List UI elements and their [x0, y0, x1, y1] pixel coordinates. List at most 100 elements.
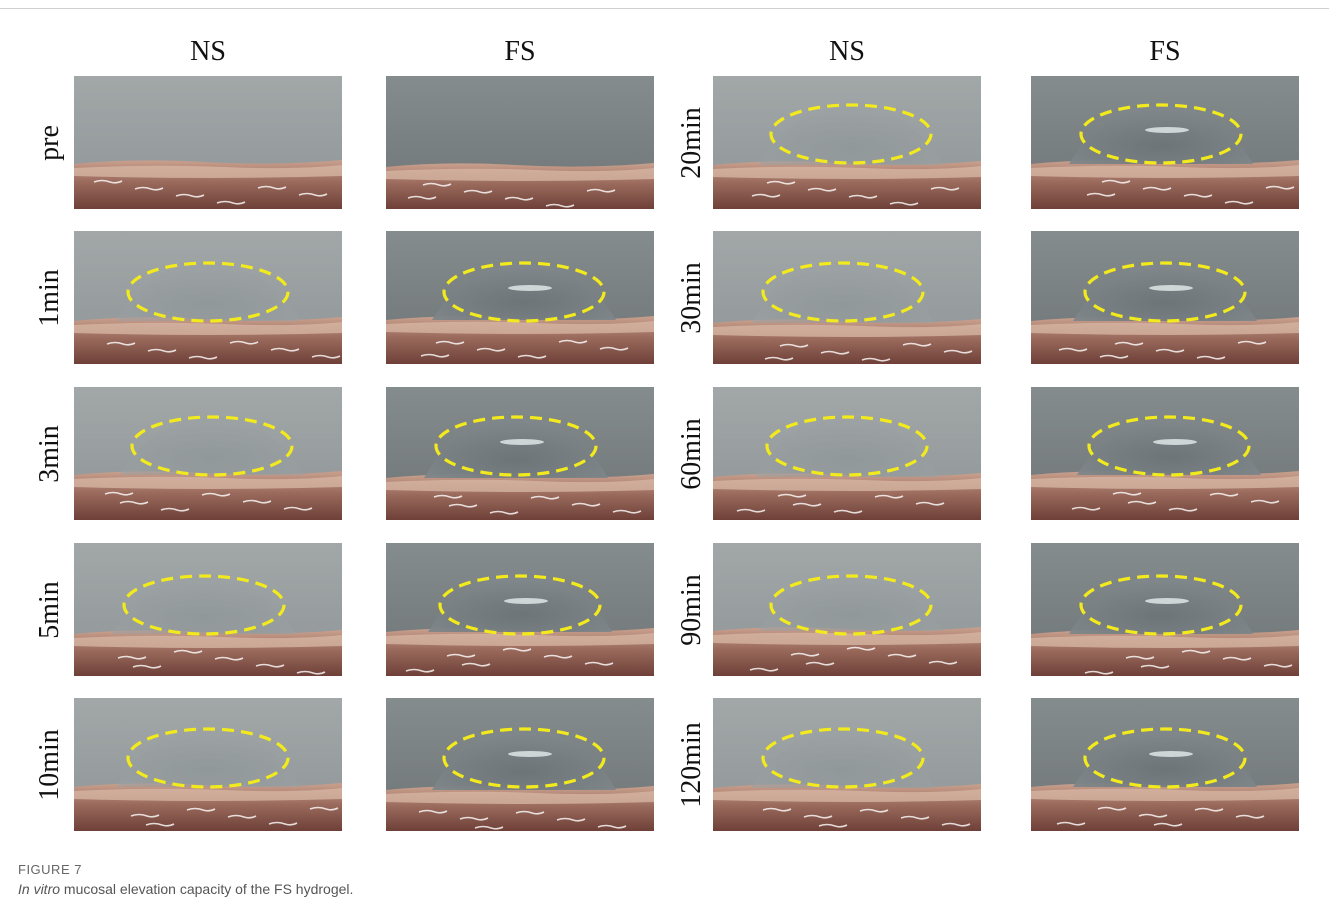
row-label-text: 90min: [676, 573, 707, 646]
dashed-ellipse-marker: [442, 727, 606, 789]
gloss-highlight: [435, 340, 465, 345]
elevated-dome: [116, 728, 300, 787]
photo-image: [74, 76, 342, 209]
mucosa-layer: [1031, 788, 1299, 801]
gloss-highlight: [874, 494, 904, 499]
gloss-highlight: [311, 354, 341, 359]
dome-shine: [1145, 127, 1189, 133]
gloss-highlight: [1071, 506, 1101, 511]
gloss-highlight: [255, 663, 285, 668]
photo-panel: [74, 387, 342, 520]
gloss-highlight: [558, 339, 588, 344]
photo-image: [386, 543, 654, 676]
dashed-ellipse-marker: [769, 574, 933, 636]
photo-image: [74, 698, 342, 831]
dome-shine: [1149, 751, 1193, 757]
mucosa-layer: [1031, 476, 1299, 489]
dashed-ellipse-marker: [1079, 103, 1243, 165]
column-header-fs-left: FS: [504, 36, 536, 67]
gloss-highlight: [1222, 656, 1252, 661]
mucosa-layer: [713, 166, 981, 179]
gloss-highlight: [214, 656, 244, 661]
photo-panel: [1031, 76, 1299, 209]
photo-panel: [713, 76, 981, 209]
gloss-highlight: [448, 503, 478, 508]
gloss-highlight: [833, 509, 863, 514]
mucosa-layer: [1031, 635, 1299, 648]
dashed-ellipse-marker: [438, 574, 602, 636]
gloss-highlight: [943, 349, 973, 354]
gloss-highlight: [861, 357, 891, 362]
gloss-highlight: [1209, 492, 1239, 497]
gloss-highlight: [459, 816, 489, 821]
gloss-highlight: [1086, 192, 1116, 197]
row-label-text: pre: [33, 124, 65, 161]
gloss-highlight: [1183, 193, 1213, 198]
gloss-highlight: [803, 814, 833, 819]
gloss-highlight: [93, 179, 123, 184]
caption-text: In vitro mucosal elevation capacity of t…: [18, 881, 353, 897]
photo-image: [1031, 231, 1299, 364]
gloss-highlight: [229, 340, 259, 345]
gloss-highlight: [556, 817, 586, 822]
dome-shine: [504, 598, 548, 604]
photo-image: [1031, 698, 1299, 831]
gloss-highlight: [227, 814, 257, 819]
gloss-highlight: [1194, 807, 1224, 812]
elevated-dome: [759, 575, 943, 631]
row-label-right-1: 30min: [672, 231, 712, 364]
elevated-dome: [432, 728, 616, 790]
photo-panel: [386, 543, 654, 676]
elevated-dome: [755, 416, 939, 477]
gloss-highlight: [1140, 664, 1170, 669]
gloss-highlight: [1114, 341, 1144, 346]
elevated-dome: [759, 104, 943, 165]
gloss-highlight: [599, 346, 629, 351]
mucosa-layer: [386, 321, 654, 334]
photo-image: [74, 387, 342, 520]
gloss-highlight: [762, 807, 792, 812]
gloss-highlight: [463, 189, 493, 194]
mucosa-layer: [1031, 322, 1299, 335]
top-rule: [0, 8, 1329, 9]
photo-panel: [74, 76, 342, 209]
dome-shine: [500, 439, 544, 445]
gloss-highlight: [779, 343, 809, 348]
gloss-highlight: [106, 341, 136, 346]
dashed-ellipse-marker: [442, 261, 606, 323]
elevated-dome: [120, 416, 304, 475]
photo-panel: [713, 698, 981, 831]
gloss-highlight: [186, 807, 216, 812]
gloss-highlight: [130, 813, 160, 818]
gloss-highlight: [1153, 822, 1183, 827]
dashed-ellipse-marker: [761, 727, 925, 789]
gloss-highlight: [1097, 806, 1127, 811]
elevated-dome: [1073, 262, 1257, 321]
elevated-dome: [116, 262, 300, 321]
photo-image: [713, 76, 981, 209]
photo-panel: [1031, 387, 1299, 520]
gloss-highlight: [268, 821, 298, 826]
photo-panel: [386, 387, 654, 520]
row-label-left-0: pre: [30, 76, 70, 209]
dashed-ellipse-marker: [761, 261, 925, 323]
column-header-fs-right: FS: [1149, 36, 1181, 67]
gloss-highlight: [818, 823, 848, 828]
mucosa-layer: [386, 633, 654, 646]
gloss-highlight: [571, 502, 601, 507]
photo-image: [386, 231, 654, 364]
mucosa-layer: [74, 165, 342, 178]
dashed-ellipse-marker: [769, 103, 933, 165]
mucosa-layer: [386, 168, 654, 181]
photo-image: [1031, 387, 1299, 520]
photo-panel: [1031, 231, 1299, 364]
gloss-highlight: [889, 201, 919, 206]
row-label-text: 1min: [34, 268, 65, 327]
row-label-text: 10min: [34, 728, 65, 801]
gloss-highlight: [1235, 814, 1265, 819]
gloss-highlight: [188, 355, 218, 360]
photo-panel: [713, 543, 981, 676]
gloss-highlight: [201, 492, 231, 497]
gloss-highlight: [1155, 348, 1185, 353]
mucosa-layer: [74, 635, 342, 648]
